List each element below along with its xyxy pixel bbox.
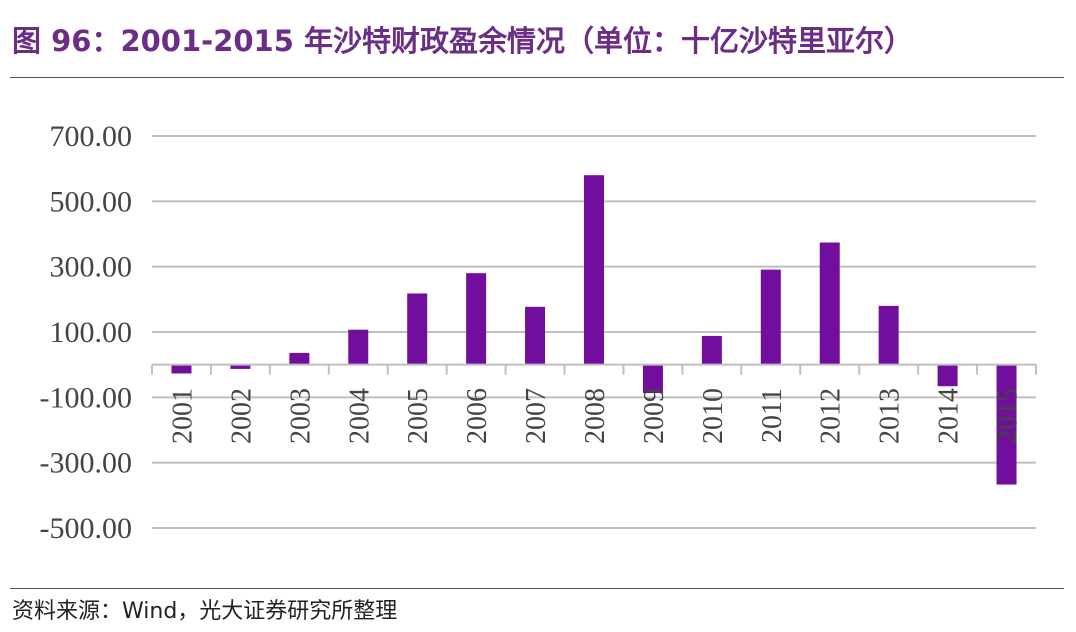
bar — [171, 364, 192, 374]
gridlines — [152, 135, 1036, 529]
bar — [996, 364, 1017, 485]
x-tick-label: 2012 — [816, 388, 847, 444]
bar — [937, 364, 958, 387]
y-tick-label: 700.00 — [50, 120, 133, 153]
bar — [348, 329, 369, 365]
bar — [642, 364, 663, 394]
y-tick-label: -300.00 — [40, 447, 133, 480]
x-tick-label: 2008 — [580, 388, 611, 444]
bar — [289, 352, 310, 365]
y-tick-label: 100.00 — [50, 316, 133, 349]
x-tick-label: 2015 — [993, 388, 1024, 444]
x-tick-label: 2013 — [875, 388, 906, 444]
x-tick-label: 2006 — [462, 388, 493, 444]
y-tick-label: -500.00 — [40, 512, 133, 545]
zero-axis — [151, 363, 1037, 375]
bar — [878, 305, 899, 365]
bar — [525, 306, 546, 365]
bar — [466, 273, 487, 365]
x-tick-label: 2011 — [757, 388, 788, 443]
bar — [407, 293, 428, 365]
y-tick-label: 500.00 — [50, 185, 133, 218]
source-note: 资料来源：Wind，光大证券研究所整理 — [12, 599, 398, 624]
top-divider — [10, 77, 1064, 78]
x-tick-label: 2003 — [285, 388, 316, 444]
bottom-divider — [10, 588, 1064, 589]
y-tick-label: -100.00 — [40, 381, 133, 414]
bar — [819, 242, 840, 365]
x-tick-label: 2010 — [698, 388, 729, 444]
x-tick-label: 2004 — [344, 388, 375, 444]
bar — [584, 175, 604, 365]
x-tick-label: 2009 — [639, 388, 670, 444]
y-tick-label: 300.00 — [50, 251, 133, 284]
bar — [701, 335, 722, 365]
y-axis-ticks: 700.00 500.00 300.00 100.00 -100.00 -300.00 -5… — [40, 120, 133, 545]
x-axis-ticks: 2001 2002 2003 2004 2005 2006 2007 2008 2009 2010… — [167, 388, 1023, 444]
chart-title: 图 96：2001-2015 年沙特财政盈余情况（单位：十亿沙特里亚尔） — [12, 24, 914, 58]
x-tick-label: 2007 — [521, 388, 552, 444]
bars — [171, 175, 1017, 485]
bar — [760, 269, 781, 365]
x-tick-label: 2014 — [934, 388, 965, 444]
x-tick-label: 2002 — [226, 388, 257, 444]
bar — [230, 364, 251, 369]
x-tick-label: 2005 — [403, 388, 434, 444]
x-tick-label: 2001 — [167, 388, 198, 444]
